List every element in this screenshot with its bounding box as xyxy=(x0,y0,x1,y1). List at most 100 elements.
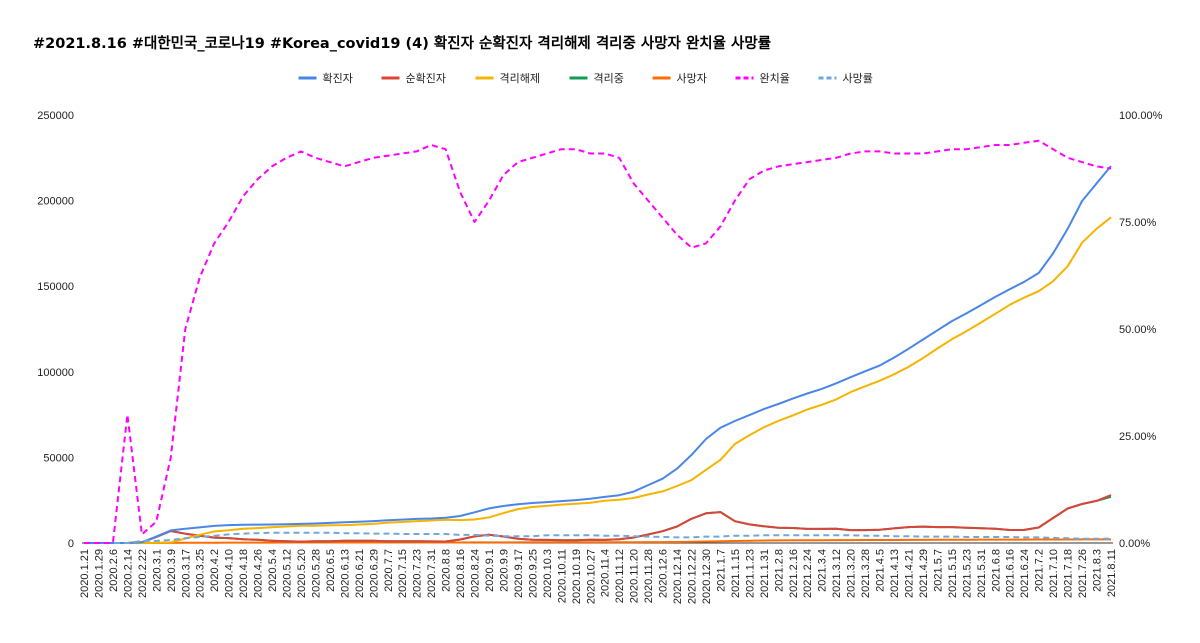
series-line-2 xyxy=(84,216,1112,544)
series-layer xyxy=(84,139,1112,544)
x-tick-label: 2020.3.25 xyxy=(195,549,207,598)
x-tick-label: 2021.1.7 xyxy=(715,549,727,592)
x-tick-label: 2020.12.22 xyxy=(687,549,699,604)
x-tick-label: 2020.12.14 xyxy=(672,549,684,604)
x-tick-label: 2021.5.7 xyxy=(932,549,944,592)
x-tick-label: 2020.4.18 xyxy=(238,549,250,598)
legend-item-3[interactable]: 격리중 xyxy=(569,72,624,85)
x-tick-label: 2020.8.8 xyxy=(441,549,453,592)
x-tick-label: 2020.10.19 xyxy=(571,549,583,604)
legend-item-2[interactable]: 격리해제 xyxy=(475,71,540,85)
x-tick-label: 2021.6.8 xyxy=(990,549,1002,592)
chart-title: #2021.8.16 #대한민국_코로나19 #Korea_covid19 (4… xyxy=(33,36,772,52)
x-tick-label: 2021.5.15 xyxy=(947,549,959,598)
x-tick-label: 2021.2.24 xyxy=(802,549,814,598)
x-tick-label: 2021.4.21 xyxy=(903,549,915,598)
legend-item-0[interactable]: 확진자 xyxy=(298,72,353,85)
legend-item-4[interactable]: 사망자 xyxy=(652,72,707,85)
x-tick-label: 2021.1.31 xyxy=(759,549,771,598)
legend-item-5[interactable]: 완치율 xyxy=(735,72,790,85)
x-tick-label: 2020.7.7 xyxy=(383,549,395,592)
x-tick-label: 2020.3.9 xyxy=(166,549,178,592)
x-tick-label: 2020.5.12 xyxy=(282,549,294,598)
x-tick-label: 2021.2.16 xyxy=(788,549,800,598)
legend-label: 순확진자 xyxy=(406,72,446,85)
x-tick-label: 2021.4.13 xyxy=(889,549,901,598)
x-tick-label: 2020.10.3 xyxy=(542,549,554,598)
x-tick-label: 2021.3.4 xyxy=(817,549,829,592)
x-tick-label: 2021.7.26 xyxy=(1077,549,1089,598)
x-tick-label: 2021.5.31 xyxy=(976,549,988,598)
x-tick-label: 2020.8.24 xyxy=(470,549,482,598)
x-tick-label: 2021.7.10 xyxy=(1048,549,1060,598)
x-tick-label: 2020.11.12 xyxy=(614,549,626,603)
x-tick-label: 2020.10.11 xyxy=(556,549,568,603)
x-tick-label: 2020.1.29 xyxy=(93,549,105,598)
y-axis-left: 0 50000 100000 150000 200000 250000 xyxy=(37,110,74,550)
x-tick-label: 2021.3.28 xyxy=(860,549,872,598)
y-tick-label-right: 25.00% xyxy=(1119,431,1157,443)
legend-label: 격리해제 xyxy=(500,71,540,85)
x-tick-label: 2021.1.15 xyxy=(730,549,742,598)
legend-label: 완치율 xyxy=(760,72,790,85)
x-tick-label: 2020.2.22 xyxy=(137,549,149,598)
series-line-1 xyxy=(84,494,1112,544)
x-tick-label: 2020.8.16 xyxy=(455,549,467,598)
x-tick-label: 2021.3.12 xyxy=(831,549,843,598)
x-tick-label: 2020.12.6 xyxy=(658,549,670,598)
x-tick-label: 2020.10.27 xyxy=(585,549,597,604)
x-tick-label: 2021.4.5 xyxy=(875,549,887,592)
y-axis-right: 0.00% 25.00% 50.00% 75.00% 100.00% xyxy=(1119,110,1163,550)
y-tick-label-left: 100000 xyxy=(37,367,74,379)
legend-item-6[interactable]: 사망률 xyxy=(818,72,873,85)
x-tick-label: 2020.11.20 xyxy=(629,549,641,603)
x-tick-label: 2020.9.25 xyxy=(527,549,539,598)
legend-label: 격리중 xyxy=(594,72,624,85)
x-tick-label: 2020.2.6 xyxy=(108,549,120,592)
x-tick-label: 2020.12.30 xyxy=(701,549,713,604)
x-tick-label: 2021.8.11 xyxy=(1106,549,1118,597)
series-line-6 xyxy=(84,531,1111,544)
x-tick-label: 2021.3.20 xyxy=(846,549,858,598)
y-tick-label-left: 0 xyxy=(68,538,74,550)
x-tick-label: 2021.8.3 xyxy=(1092,549,1104,592)
x-tick-label: 2020.11.28 xyxy=(643,549,655,603)
x-tick-label: 2020.6.13 xyxy=(339,549,351,598)
y-tick-label-left: 150000 xyxy=(37,281,74,293)
y-tick-label-right: 0.00% xyxy=(1119,538,1150,550)
x-tick-label: 2020.3.1 xyxy=(151,549,163,592)
y-tick-label-left: 50000 xyxy=(43,452,74,464)
x-tick-label: 2020.6.29 xyxy=(368,549,380,598)
x-tick-label: 2021.6.16 xyxy=(1005,549,1017,598)
legend-label: 사망률 xyxy=(843,72,873,85)
x-tick-label: 2020.5.4 xyxy=(267,549,279,592)
legend-label: 사망자 xyxy=(677,72,707,85)
x-tick-label: 2020.2.14 xyxy=(122,549,134,598)
x-tick-label: 2020.3.17 xyxy=(180,549,192,598)
x-tick-label: 2020.7.23 xyxy=(412,549,424,598)
x-tick-label: 2020.4.10 xyxy=(224,549,236,598)
y-tick-label-left: 250000 xyxy=(37,110,74,122)
x-tick-label: 2020.1.21 xyxy=(79,549,91,598)
series-line-4 xyxy=(84,538,1111,544)
x-tick-label: 2020.11.4 xyxy=(600,549,612,597)
legend-item-1[interactable]: 순확진자 xyxy=(381,72,446,85)
x-tick-label: 2021.7.18 xyxy=(1063,549,1075,598)
x-tick-label: 2020.9.9 xyxy=(498,549,510,592)
x-tick-label: 2020.5.20 xyxy=(296,549,308,598)
legend-label: 확진자 xyxy=(323,72,353,85)
x-tick-label: 2020.7.15 xyxy=(397,549,409,598)
x-tick-label: 2021.7.2 xyxy=(1034,549,1046,592)
x-tick-label: 2020.5.28 xyxy=(310,549,322,598)
x-tick-label: 2021.6.24 xyxy=(1019,549,1031,598)
series-line-0 xyxy=(84,165,1112,544)
x-tick-label: 2021.2.8 xyxy=(773,549,785,592)
x-tick-label: 2020.4.26 xyxy=(253,549,265,598)
x-tick-label: 2020.6.21 xyxy=(354,549,366,598)
legend[interactable]: 확진자 순확진자 격리해제 격리중 사망자 완치율 사망률 xyxy=(298,71,873,85)
y-tick-label-right: 50.00% xyxy=(1119,324,1157,336)
y-tick-label-right: 100.00% xyxy=(1119,110,1163,122)
x-tick-label: 2021.5.23 xyxy=(961,549,973,598)
x-tick-label: 2021.1.23 xyxy=(744,549,756,598)
